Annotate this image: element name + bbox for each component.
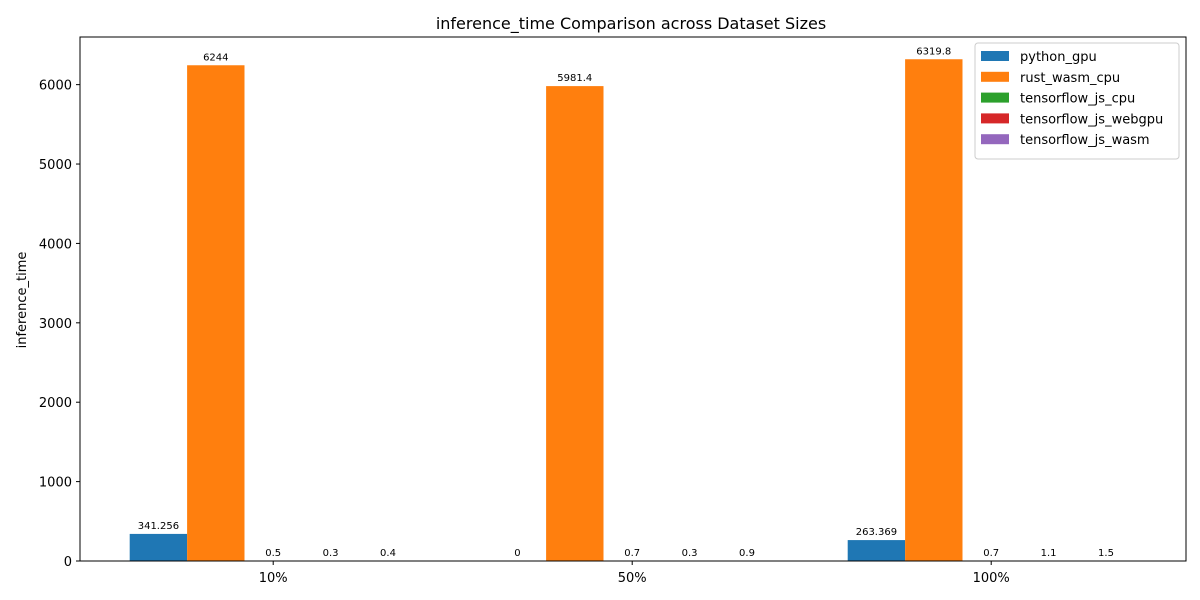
bar-rust_wasm_cpu-100%: [905, 59, 963, 561]
legend-label: tensorflow_js_wasm: [1020, 133, 1150, 148]
data-label: 341.256: [138, 521, 179, 532]
data-label: 0.9: [739, 548, 755, 559]
data-label: 0: [514, 548, 520, 559]
y-axis-label: inference_time: [15, 252, 30, 349]
legend: python_gpu rust_wasm_cpu tensorflow_js_cpu…: [974, 42, 1180, 160]
y-tick-label: 1000: [39, 476, 72, 491]
data-label: 0.7: [624, 548, 640, 559]
bar-python_gpu-100%: [847, 540, 906, 561]
data-label: 6319.8: [916, 46, 951, 57]
y-tick-label: 3000: [39, 317, 72, 332]
data-label: 1.5: [1098, 548, 1114, 559]
legend-label: tensorflow_js_webgpu: [1020, 112, 1163, 127]
data-label: 0.3: [682, 548, 698, 559]
y-tick-label: 4000: [39, 237, 72, 252]
x-tick-label: 10%: [259, 571, 288, 586]
data-label: 263.369: [856, 527, 897, 538]
y-tick-label: 0: [64, 555, 72, 570]
y-tick-label: 5000: [39, 158, 72, 173]
data-label: 1.1: [1041, 548, 1057, 559]
legend-label: tensorflow_js_cpu: [1020, 92, 1135, 107]
data-label: 0.4: [380, 548, 396, 559]
legend-box: [974, 42, 1180, 160]
data-label: 6244: [203, 52, 228, 63]
legend-swatch-tensorflow_js_webgpu: [981, 113, 1009, 124]
x-tick-label: 50%: [618, 571, 647, 586]
data-label: 0.3: [323, 548, 339, 559]
y-tick-label: 6000: [39, 79, 72, 94]
y-tick-label: 2000: [39, 396, 72, 411]
legend-swatch-tensorflow_js_wasm: [981, 134, 1009, 145]
bar-python_gpu-10%: [129, 533, 188, 561]
data-label: 5981.4: [557, 73, 592, 84]
chart-title: inference_time Comparison across Dataset…: [436, 14, 826, 34]
legend-swatch-rust_wasm_cpu: [981, 71, 1009, 82]
bar-rust_wasm_cpu-50%: [546, 86, 604, 562]
bar-rust_wasm_cpu-10%: [187, 65, 245, 561]
legend-label: python_gpu: [1020, 50, 1097, 65]
data-label: 0.5: [265, 548, 281, 559]
plot-area: 341.256 0 263.369 6244 5981.4 6319.8 0.5 0.7 0.7…: [39, 36, 1187, 570]
legend-label: rust_wasm_cpu: [1020, 71, 1120, 86]
x-tick-label: 100%: [973, 571, 1010, 586]
legend-swatch-tensorflow_js_cpu: [981, 92, 1009, 103]
data-label: 0.7: [983, 548, 999, 559]
legend-swatch-python_gpu: [981, 51, 1009, 61]
axes-frame: [79, 36, 1187, 562]
